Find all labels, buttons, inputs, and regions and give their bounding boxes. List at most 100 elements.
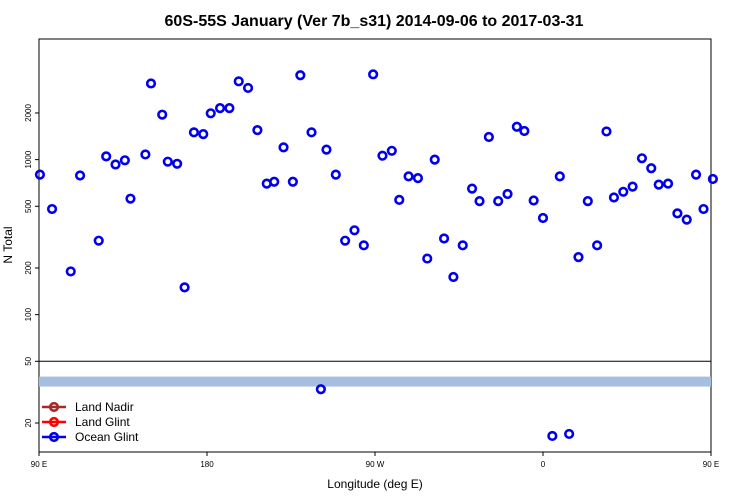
data-point (101, 151, 112, 162)
data-point (564, 428, 575, 440)
data-point (278, 142, 289, 153)
data-point (474, 196, 485, 207)
data-point (93, 235, 104, 246)
y-tick-label: 200 (24, 261, 33, 275)
data-point (636, 153, 648, 164)
data-point (125, 193, 136, 204)
data-point (528, 195, 539, 206)
data-point (295, 70, 306, 81)
data-point (466, 183, 478, 194)
data-point (681, 214, 692, 225)
x-axis: 90 E 180 90 W 0 90 E (31, 452, 719, 469)
data-point (646, 163, 657, 174)
data-point (698, 203, 709, 215)
data-point (110, 159, 121, 170)
data-point (315, 384, 326, 395)
data-point (233, 76, 244, 87)
data-point (608, 192, 620, 203)
data-point (592, 240, 603, 251)
legend-marker (48, 401, 60, 413)
data-point (519, 125, 530, 137)
data-point (627, 181, 638, 192)
data-point (502, 188, 513, 200)
data-point (573, 252, 584, 263)
data-point (707, 173, 718, 185)
data-point (511, 121, 522, 132)
data-point (403, 171, 414, 182)
data-point (224, 102, 235, 114)
data-point (119, 155, 130, 166)
y-tick-label: 50 (24, 356, 33, 365)
x-tick-label: 180 (200, 460, 214, 469)
data-point (140, 149, 151, 160)
data-point (205, 108, 216, 119)
y-axis: 20 50 100 200 500 1000 2000 (24, 104, 39, 427)
data-point (582, 196, 593, 207)
data-point (179, 282, 190, 293)
y-tick-label: 500 (24, 199, 33, 213)
legend-label: Land Nadir (75, 400, 134, 414)
data-point (252, 125, 263, 136)
data-point (34, 169, 46, 180)
data-point (358, 240, 369, 251)
data-point (690, 169, 702, 180)
x-tick-label: 90 W (366, 460, 385, 469)
plot-frame (38, 38, 712, 453)
data-point (65, 266, 76, 277)
data-point (448, 271, 459, 283)
legend-marker (48, 431, 60, 443)
data-point (653, 179, 664, 190)
data-point (377, 150, 388, 161)
y-axis-title: N Total (1, 226, 15, 263)
data-point (349, 225, 360, 236)
data-point (483, 131, 494, 143)
data-point (306, 127, 317, 138)
data-point (157, 109, 168, 120)
data-point (287, 176, 298, 187)
data-point (537, 212, 549, 224)
data-point (662, 178, 674, 189)
y-tick-label: 20 (24, 418, 33, 427)
data-point (242, 82, 254, 94)
data-point (214, 102, 226, 114)
y-tick-label: 100 (24, 307, 33, 321)
legend-label: Land Glint (75, 415, 130, 429)
chart-title: 60S-55S January (Ver 7b_s31) 2014-09-06 … (165, 13, 584, 30)
data-points (34, 69, 718, 442)
x-tick-label: 90 E (31, 460, 47, 469)
data-point (412, 173, 424, 184)
data-point (198, 129, 209, 140)
data-point (188, 127, 200, 138)
data-point (554, 171, 565, 182)
data-point (46, 203, 58, 215)
band (39, 376, 711, 387)
data-point (340, 235, 351, 246)
y-tick-label: 1000 (24, 150, 33, 168)
y-tick-label: 2000 (24, 104, 33, 122)
x-tick-label: 0 (541, 460, 546, 469)
data-point (429, 154, 440, 165)
data-point (493, 196, 504, 207)
data-point (457, 240, 468, 251)
data-point (172, 158, 183, 169)
data-point (547, 430, 558, 442)
x-axis-title: Longitude (deg E) (327, 477, 422, 491)
data-point (74, 170, 86, 181)
data-point (672, 208, 683, 219)
data-point (368, 69, 379, 80)
data-point (438, 233, 450, 244)
data-point (601, 126, 612, 137)
data-point (422, 253, 433, 264)
data-point (321, 144, 332, 155)
data-point (269, 176, 280, 187)
x-tick-label: 90 E (703, 460, 719, 469)
data-point (394, 194, 405, 205)
data-point (162, 156, 173, 167)
data-point (145, 78, 157, 89)
legend-marker (48, 416, 60, 428)
data-point (386, 145, 397, 156)
legend-label: Ocean Glint (75, 430, 139, 444)
data-point (330, 169, 341, 180)
